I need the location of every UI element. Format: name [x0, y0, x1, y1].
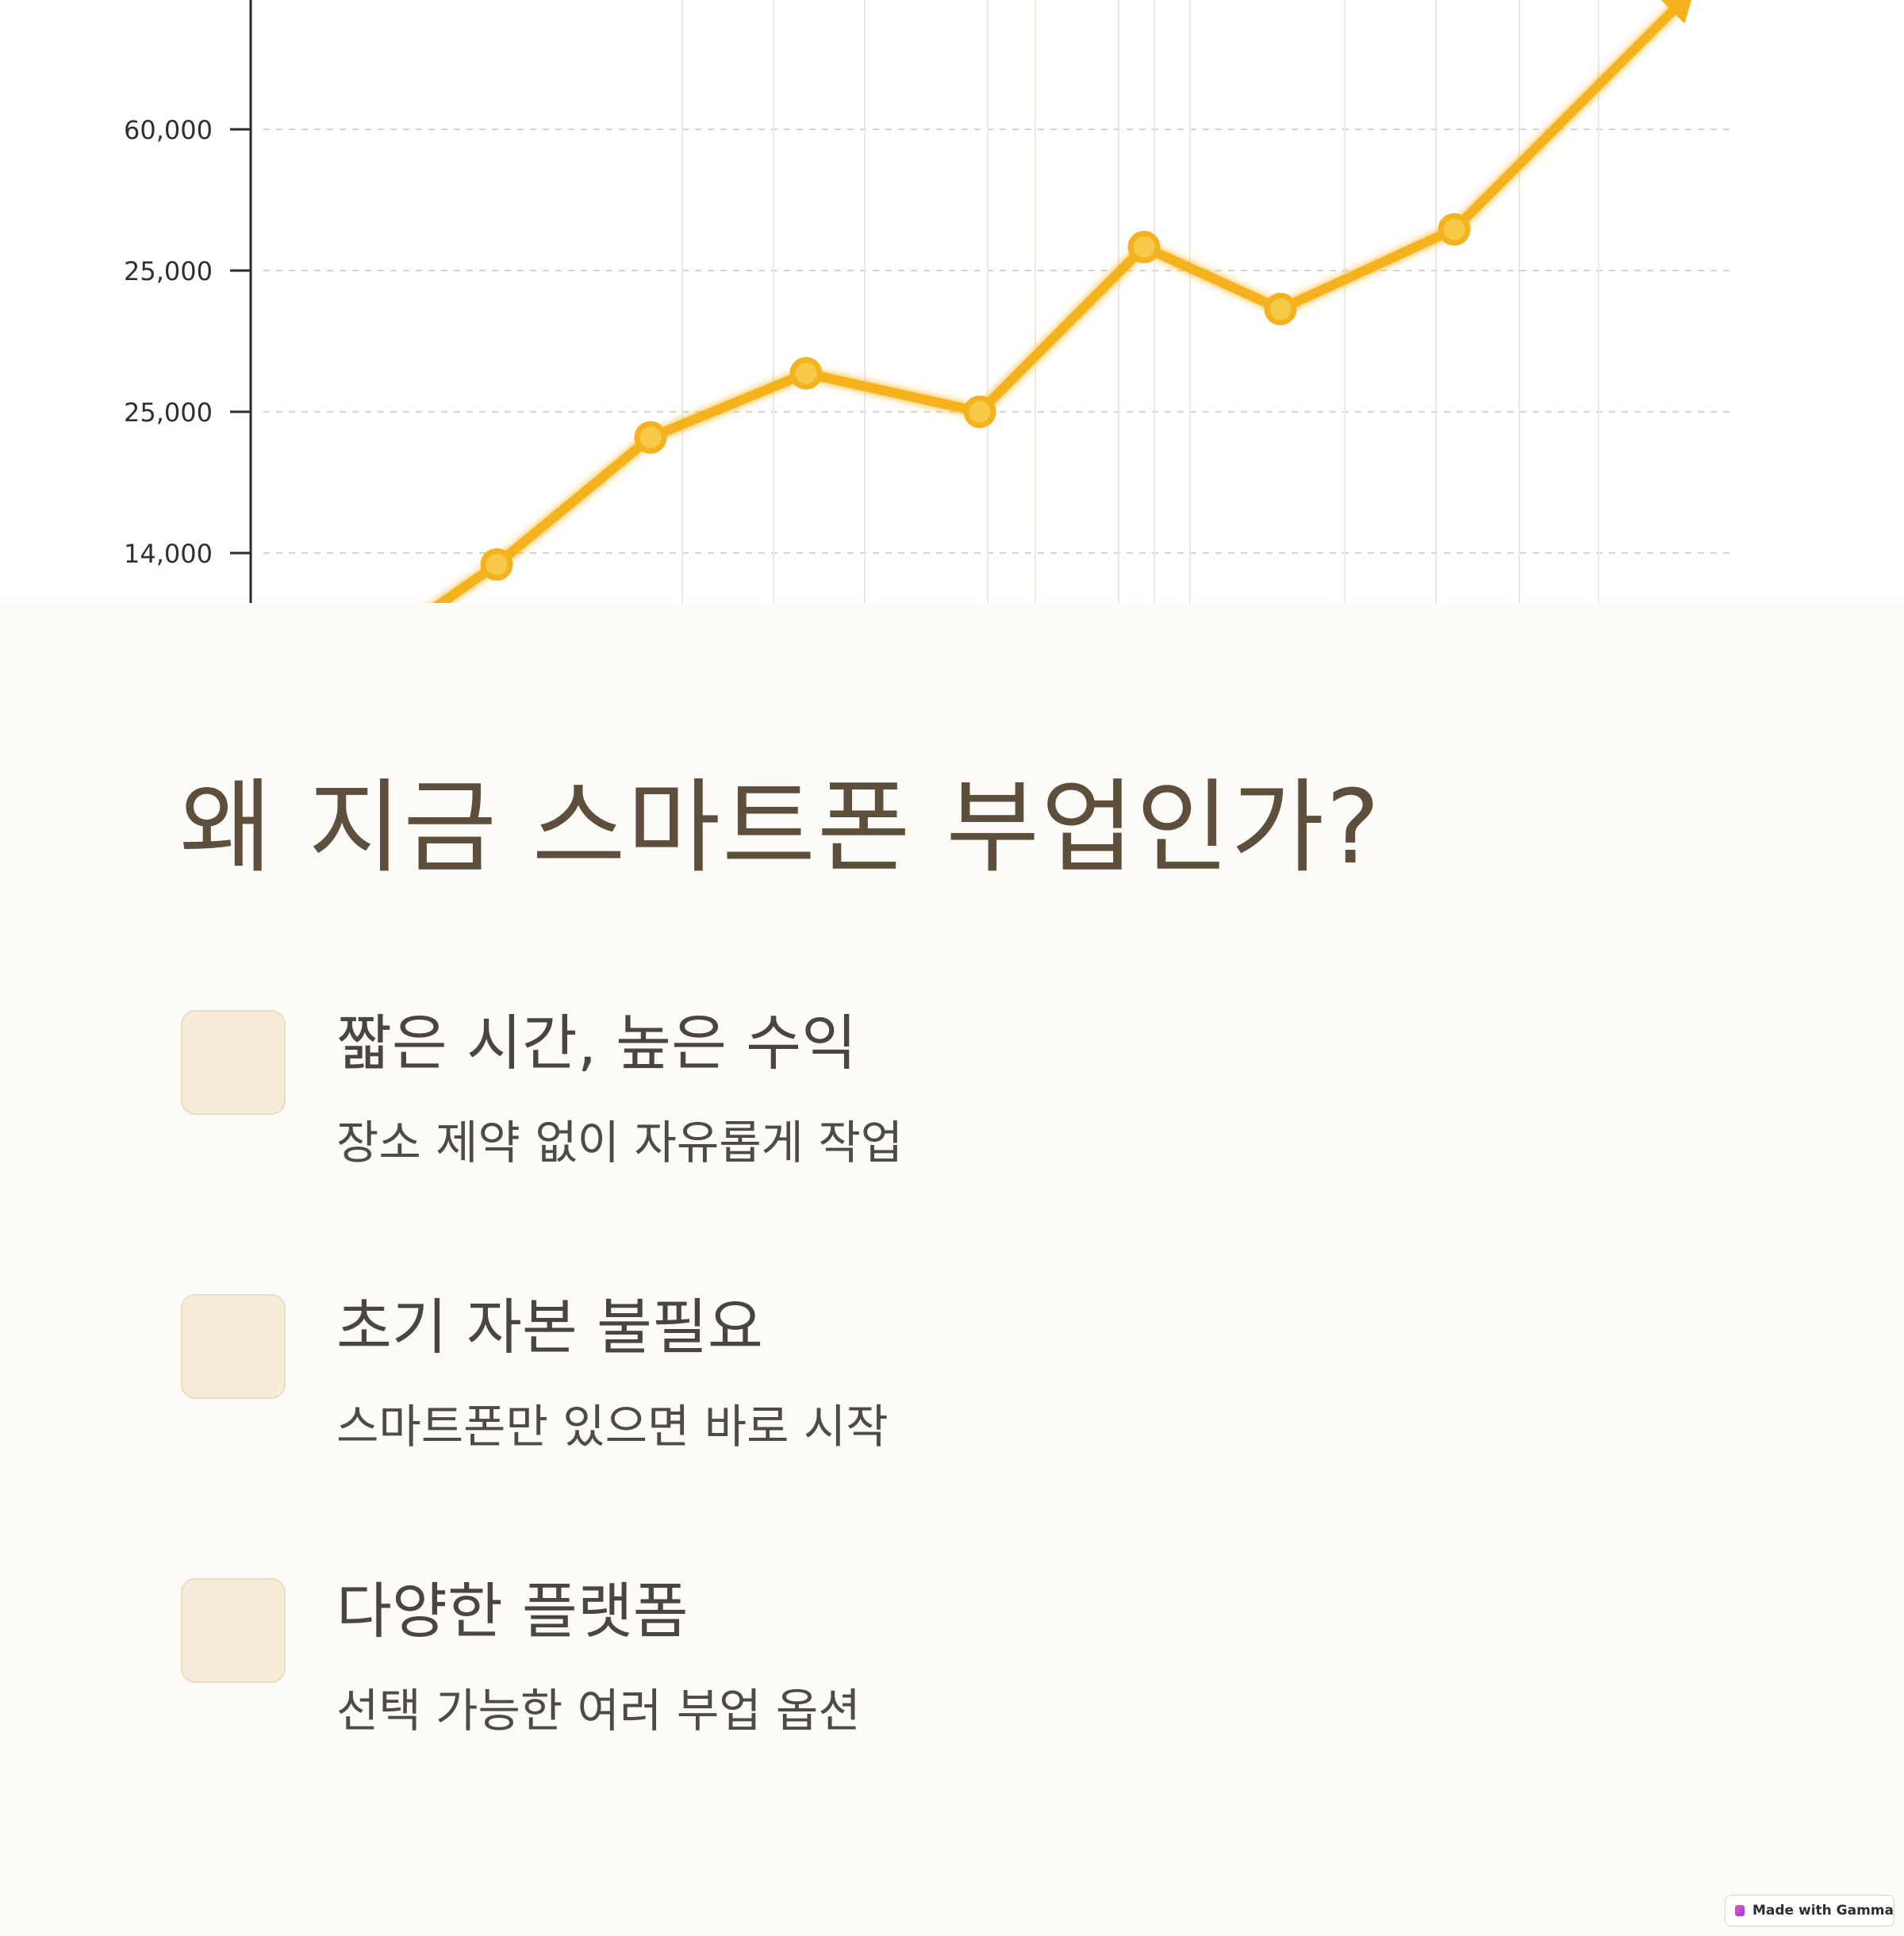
hero-chart-image: 60,000 25,000 25,000 14,000 [0, 0, 1904, 603]
feature-icon-box [181, 1294, 286, 1399]
feature-icon-box [181, 1010, 286, 1115]
feature-item-2: 초기 자본 불필요 스마트폰만 있으면 바로 시작 [181, 1294, 1371, 1469]
data-point [1438, 213, 1471, 246]
content-section: 왜 지금 스마트폰 부업인가? 짧은 시간, 높은 수익 장소 제약 없이 자유… [0, 603, 1904, 1936]
page-title: 왜 지금 스마트폰 부업인가? [179, 769, 1382, 887]
data-point [1127, 230, 1161, 263]
feature-title: 초기 자본 불필요 [336, 1292, 763, 1362]
y-tick-label: 14,000 [124, 539, 213, 569]
feature-icon-box [181, 1578, 286, 1683]
y-tick-label: 60,000 [124, 115, 213, 145]
arrow-head [1660, 0, 1692, 24]
feature-title: 다양한 플랫폼 [336, 1576, 689, 1646]
data-point [634, 421, 667, 454]
series-line [432, 0, 1688, 603]
feature-description: 장소 제약 없이 자유롭게 작업 [336, 1116, 904, 1170]
data-point [963, 395, 996, 428]
made-with-gamma-badge[interactable]: Made with Gamma [1725, 1895, 1894, 1926]
y-tick-label: 25,000 [124, 256, 213, 286]
feature-item-3: 다양한 플랫폼 선택 가능한 여러 부업 옵션 [181, 1578, 1371, 1753]
feature-description: 스마트폰만 있으면 바로 시작 [336, 1400, 889, 1454]
gamma-logo-icon [1735, 1905, 1745, 1916]
growth-line-chart: 60,000 25,000 25,000 14,000 [124, 0, 1729, 603]
feature-title: 짧은 시간, 높은 수익 [336, 1008, 857, 1078]
feature-item-1: 짧은 시간, 높은 수익 장소 제약 없이 자유롭게 작업 [181, 1010, 1371, 1185]
badge-label: Made with Gamma [1752, 1903, 1894, 1919]
data-point [480, 548, 513, 581]
feature-description: 선택 가능한 여러 부업 옵션 [336, 1684, 861, 1738]
data-point [789, 356, 823, 390]
data-point [1264, 293, 1297, 326]
y-tick-label: 25,000 [124, 398, 213, 428]
